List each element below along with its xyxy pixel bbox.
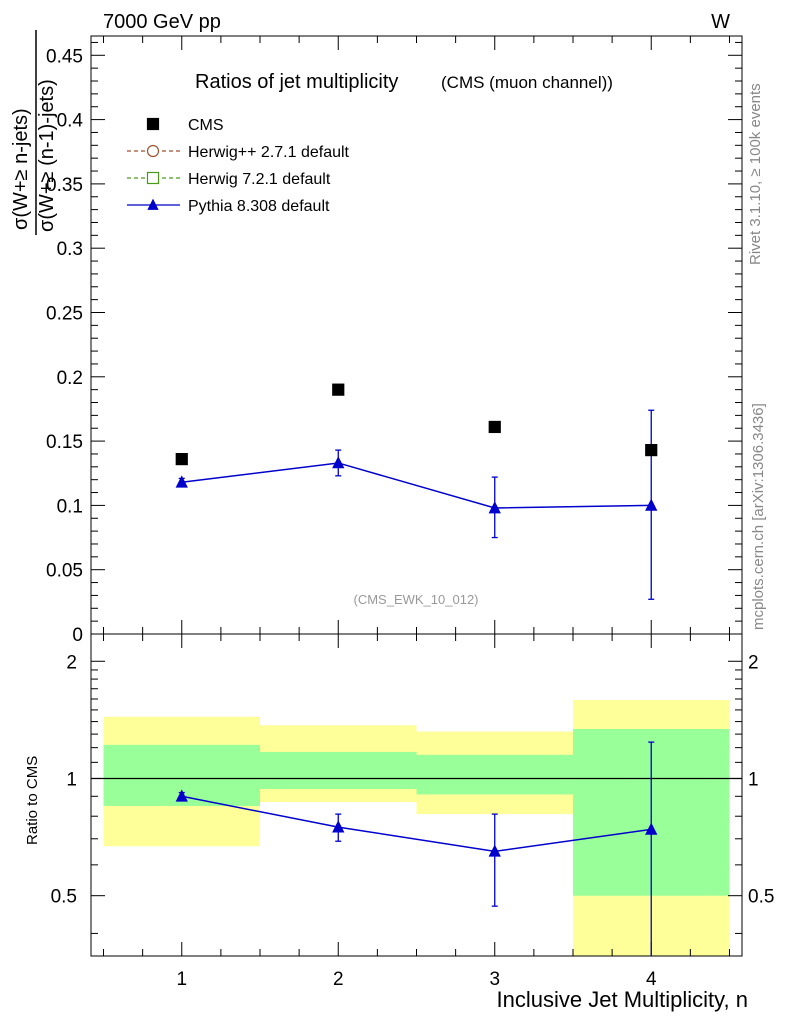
rivet-label: Rivet 3.1.10, ≥ 100k events [747, 83, 764, 265]
y-tick-label: 0.25 [46, 303, 83, 324]
y-label-numerator: σ(W+≥ n-jets) [10, 108, 32, 230]
y-tick-label: 0.35 [46, 175, 83, 196]
pythia-point [175, 475, 188, 488]
ratio-y-tick-label: 2 [66, 652, 77, 673]
x-tick-label: 3 [489, 969, 500, 990]
y-tick-label: 0.4 [57, 111, 84, 132]
legend-item: Herwig++ 2.7.1 default [127, 144, 350, 161]
pythia-point [332, 456, 345, 469]
plot-title: Ratios of jet multiplicity [195, 71, 398, 93]
main-plot: 0 0.05 0.1 0.15 0.2 0.25 0.3 0.35 0.4 0.45 Ratios… [10, 30, 743, 646]
y-tick-label: 0.1 [57, 496, 83, 517]
legend-item: CMS [146, 117, 224, 134]
legend-marker [146, 171, 160, 185]
ratio-plot: 0.5 0.5 1 1 2 2 1 2 3 4 Ratio to CMS Inclusive J… [24, 633, 774, 1012]
ratio-y-tick-label-right: 1 [748, 769, 759, 790]
y-axis-label: σ(W+≥ n-jets) σ(W+≥ (n-1)-jets) [10, 30, 58, 235]
pythia-point [488, 501, 501, 514]
ratio-y-tick-label: 0.5 [51, 887, 77, 908]
ratio-y-tick-label-right: 2 [748, 652, 759, 673]
ratio-y-tick-label: 1 [66, 769, 77, 790]
legend-label: Herwig++ 2.7.1 default [188, 144, 350, 161]
pythia-line [181, 462, 652, 509]
y-tick-label: 0.15 [46, 432, 83, 453]
plot-subtitle: (CMS (muon channel)) [441, 73, 613, 92]
cms-point [332, 383, 345, 396]
pythia-point [645, 498, 658, 511]
header-right: W [711, 11, 730, 33]
x-axis-label: Inclusive Jet Multiplicity, n [497, 987, 748, 1012]
legend-label: Pythia 8.308 default [188, 198, 330, 215]
y-tick-label: 0.2 [57, 368, 83, 389]
legend-marker [146, 117, 160, 131]
legend-label: CMS [188, 117, 224, 134]
legend-item: Herwig 7.2.1 default [127, 171, 331, 188]
watermark: (CMS_EWK_10_012) [354, 592, 479, 607]
y-tick-label: 0.45 [46, 46, 83, 67]
x-tick-label: 1 [176, 969, 187, 990]
y-tick-label: 0.05 [46, 561, 83, 582]
pythia-ratio-point [332, 820, 345, 833]
legend-item: Pythia 8.308 default [127, 198, 330, 215]
header-left: 7000 GeV pp [103, 11, 221, 33]
ratio-y-label: Ratio to CMS [24, 756, 41, 845]
y-tick-label: 0 [72, 625, 83, 646]
cms-point [645, 443, 658, 457]
pythia-ratio-line [181, 795, 652, 853]
y-label-denominator: σ(W+≥ (n-1)-jets) [36, 79, 58, 232]
y-tick-label: 0.3 [57, 239, 83, 260]
uncertainty-band-inner [416, 754, 573, 795]
pythia-ratio-point [645, 822, 658, 835]
pythia-ratio-point [175, 789, 188, 802]
x-tick-label: 4 [646, 969, 657, 990]
cms-point [488, 420, 501, 434]
ratio-y-tick-label-right: 0.5 [748, 887, 774, 908]
legend-marker [147, 198, 159, 210]
uncertainty-band-inner [260, 751, 417, 789]
x-tick-label: 2 [333, 969, 344, 990]
legend-label: Herwig 7.2.1 default [188, 171, 331, 188]
legend-marker [146, 144, 160, 158]
legend: CMS Herwig++ 2.7.1 default Herwig 7.2.1 de… [127, 117, 350, 215]
mcplots-label: mcplots.cern.ch [arXiv:1306.3436] [750, 403, 767, 630]
cms-point [175, 453, 188, 466]
pythia-ratio-point [488, 844, 501, 857]
